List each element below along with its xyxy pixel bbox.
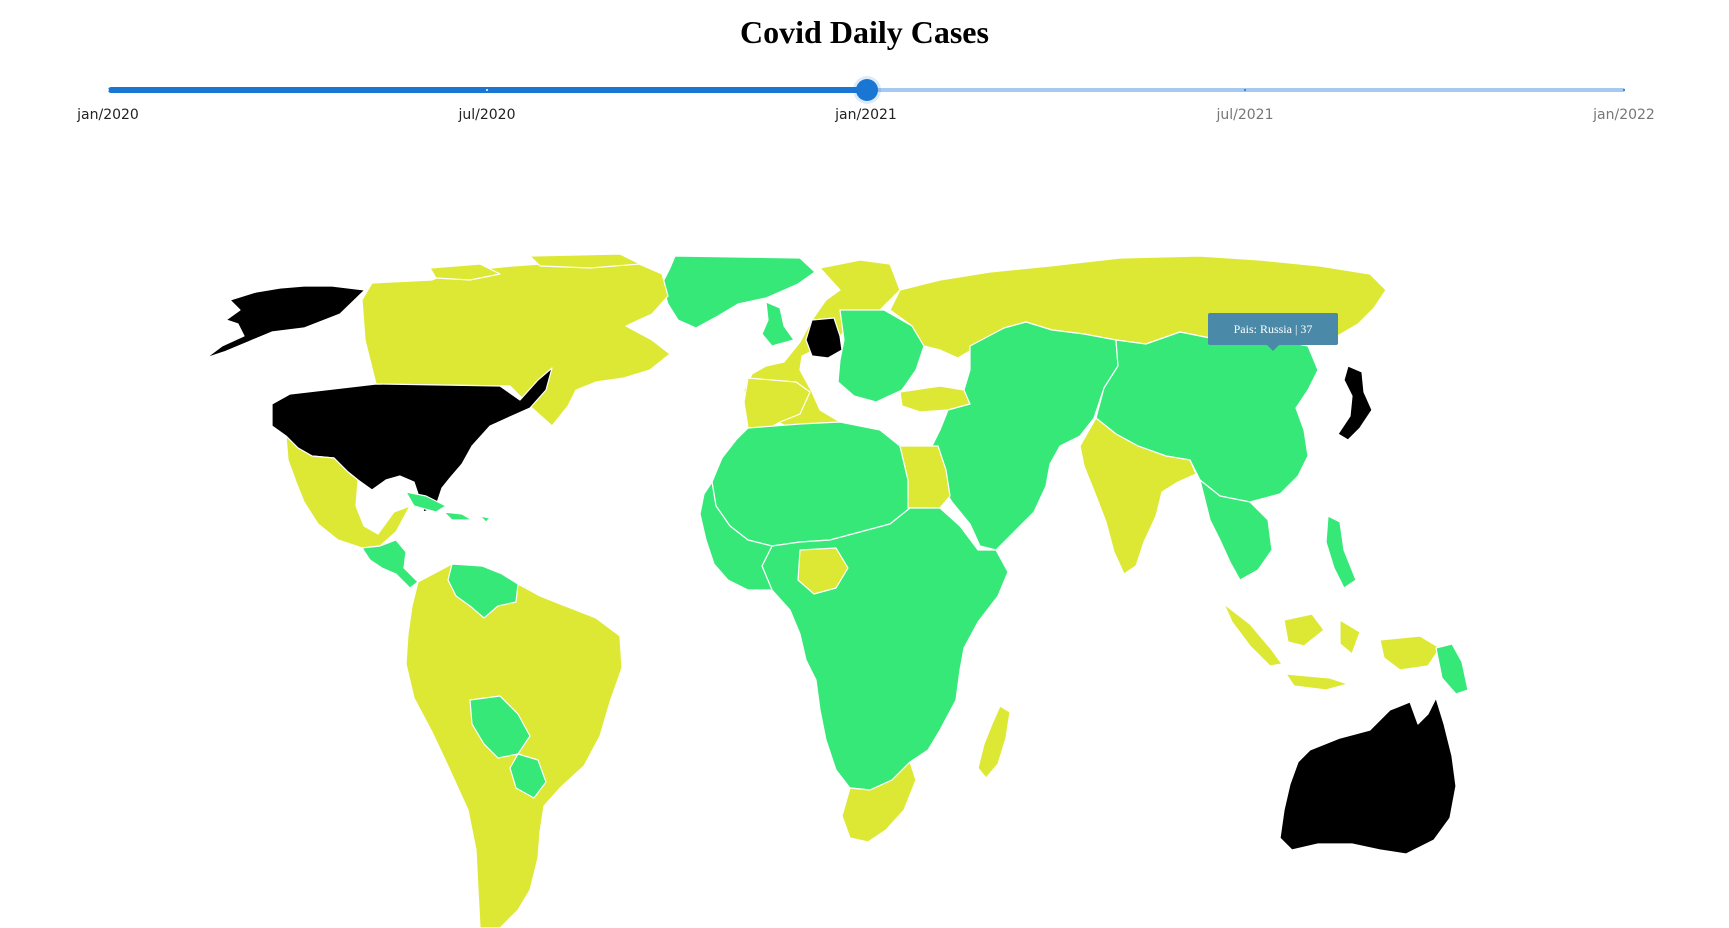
country-mexico[interactable] (285, 435, 411, 549)
region-caribbean[interactable] (405, 491, 491, 523)
country-philippines[interactable] (1325, 515, 1357, 589)
world-map (205, 253, 1469, 928)
country-uk[interactable] (761, 301, 795, 347)
page-title: Covid Daily Cases (740, 14, 989, 50)
slider-tick (1244, 89, 1246, 91)
region-west-africa[interactable] (699, 481, 773, 591)
date-slider[interactable]: jan/2020 jul/2020 jan/2021 jul/2021 jan/… (0, 70, 1729, 130)
slider-mark-label[interactable]: jan/2021 (835, 107, 897, 123)
country-madagascar[interactable] (977, 705, 1011, 779)
slider-mark-label[interactable]: jul/2020 (458, 107, 516, 123)
country-australia[interactable] (1279, 697, 1457, 855)
slider-tick (107, 89, 109, 91)
country-usa-alaska[interactable] (205, 282, 373, 359)
country-nigeria[interactable] (797, 547, 849, 595)
region-southeast-asia[interactable] (1199, 479, 1273, 581)
country-egypt[interactable] (899, 445, 951, 509)
slider-tick (486, 89, 488, 91)
map-tooltip: Pais: Russia | 37 (1208, 313, 1338, 351)
slider-mark-label[interactable]: jan/2022 (1593, 107, 1655, 123)
region-central-america[interactable] (361, 539, 419, 589)
region-southern-africa[interactable] (841, 761, 917, 843)
arctic-islands[interactable] (429, 253, 641, 281)
country-papua-new-guinea[interactable] (1435, 643, 1469, 695)
slider-mark-label[interactable]: jan/2020 (77, 107, 139, 123)
country-japan[interactable] (1337, 365, 1373, 441)
slider-thumb[interactable] (855, 79, 878, 101)
country-greenland[interactable] (661, 255, 816, 329)
region-central-east-africa[interactable] (761, 507, 1009, 791)
region-iberia[interactable] (743, 377, 811, 433)
country-paraguay[interactable] (509, 753, 547, 799)
region-venezuela-guyanas[interactable] (447, 563, 519, 619)
country-indonesia[interactable] (1223, 603, 1441, 691)
region-middle-east-central-asia[interactable] (929, 321, 1119, 551)
country-germany[interactable] (805, 317, 843, 359)
slider-tick (1623, 89, 1625, 91)
country-india[interactable] (1079, 417, 1197, 575)
slider-mark-label[interactable]: jul/2021 (1216, 107, 1274, 123)
